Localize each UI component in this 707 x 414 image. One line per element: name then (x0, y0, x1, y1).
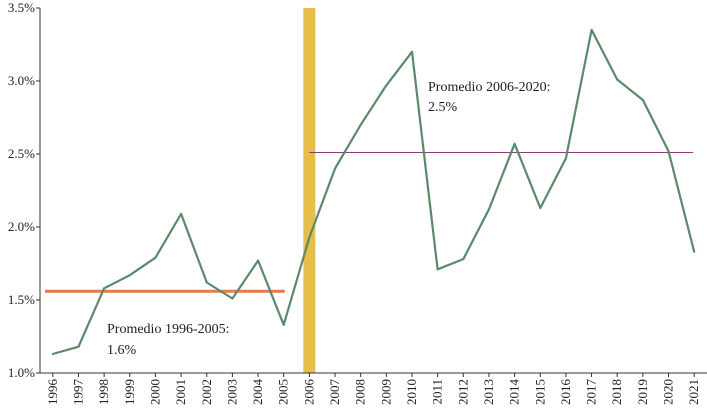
data-point-2020 (667, 150, 670, 153)
data-point-1998 (103, 287, 106, 290)
data-point-1999 (128, 274, 131, 277)
data-point-2016 (564, 157, 567, 160)
x-tick-label: 2018 (609, 379, 624, 405)
series-line-1 (52, 28, 696, 356)
x-tick-label: 2005 (276, 379, 291, 405)
y-tick-label: 1.5% (8, 292, 35, 307)
data-point-2008 (359, 123, 362, 126)
x-tick-label: 2001 (173, 379, 188, 405)
x-tick-label: 2008 (353, 379, 368, 405)
series-layer (51, 28, 696, 356)
x-tick-label: 2016 (558, 379, 573, 406)
x-tick-label: 2004 (250, 379, 265, 406)
y-tick-label: 2.5% (8, 146, 35, 161)
x-tick-label: 2017 (584, 379, 599, 406)
data-point-2017 (590, 28, 593, 31)
data-point-2021 (693, 250, 696, 253)
x-tick-label: 2019 (635, 379, 650, 405)
data-point-2013 (487, 208, 490, 211)
data-point-2019 (641, 98, 644, 101)
x-tick-label: 2002 (199, 379, 214, 405)
x-tick-label: 2012 (455, 379, 470, 405)
data-point-2001 (180, 212, 183, 215)
data-point-1996 (51, 353, 54, 356)
avg1-label-line1: Promedio 1996-2005: (107, 322, 230, 337)
x-tick-label: 2000 (147, 379, 162, 405)
x-tick-label: 2003 (224, 379, 239, 405)
average-lines-layer (45, 152, 694, 293)
data-point-2006 (308, 236, 311, 239)
x-tick-label: 2007 (327, 379, 342, 406)
x-tick-label: 2006 (301, 379, 316, 406)
data-point-2007 (334, 167, 337, 170)
x-tick-label: 1998 (96, 379, 111, 405)
data-point-2014 (513, 142, 516, 145)
x-tick-label: 2009 (378, 379, 393, 405)
x-tick-label: 2021 (686, 379, 701, 405)
x-tick-label: 2015 (532, 379, 547, 405)
x-tick-label: 1996 (45, 379, 60, 406)
x-tick-label: 2013 (481, 379, 496, 405)
data-point-2015 (539, 207, 542, 210)
x-tick-label: 1999 (122, 379, 137, 405)
x-tick-label: 2010 (404, 379, 419, 405)
axes-layer (39, 8, 707, 374)
data-point-2012 (462, 258, 465, 261)
x-tick-label: 2014 (507, 379, 522, 406)
data-point-2010 (410, 50, 413, 53)
avg2-label-line2: 2.5% (428, 100, 458, 115)
data-point-1997 (77, 345, 80, 348)
highlight-bar-2006 (303, 8, 316, 373)
data-point-2003 (231, 297, 234, 300)
avg2-label-line1: Promedio 2006-2020: (428, 80, 551, 95)
x-tick-label: 2011 (430, 379, 445, 405)
data-point-2004 (257, 259, 260, 262)
y-tick-label: 3.5% (8, 0, 35, 15)
highlight-layer (303, 8, 316, 373)
y-tick-label: 1.0% (8, 365, 35, 380)
data-point-2000 (154, 256, 157, 259)
data-point-2005 (282, 323, 285, 326)
data-point-2002 (205, 281, 208, 284)
data-point-2009 (385, 84, 388, 87)
x-tick-layer: 1996 1997 1998 1999 2000 2001 2002 2003 2004 2005… (45, 373, 701, 405)
y-tick-label: 3.0% (8, 73, 35, 88)
annotation-layer: Promedio 1996-2005: 1.6% Promedio 2006-2… (107, 80, 551, 358)
x-tick-label: 1997 (70, 379, 85, 406)
data-point-2018 (616, 78, 619, 81)
y-tick-label: 2.0% (8, 219, 35, 234)
data-point-2011 (436, 268, 439, 271)
avg1-label-line2: 1.6% (107, 343, 137, 358)
y-tick-layer: 1.0% 1.5% 2.0% 2.5% 3.0% 3.5% (8, 0, 40, 380)
x-tick-label: 2020 (661, 379, 676, 405)
